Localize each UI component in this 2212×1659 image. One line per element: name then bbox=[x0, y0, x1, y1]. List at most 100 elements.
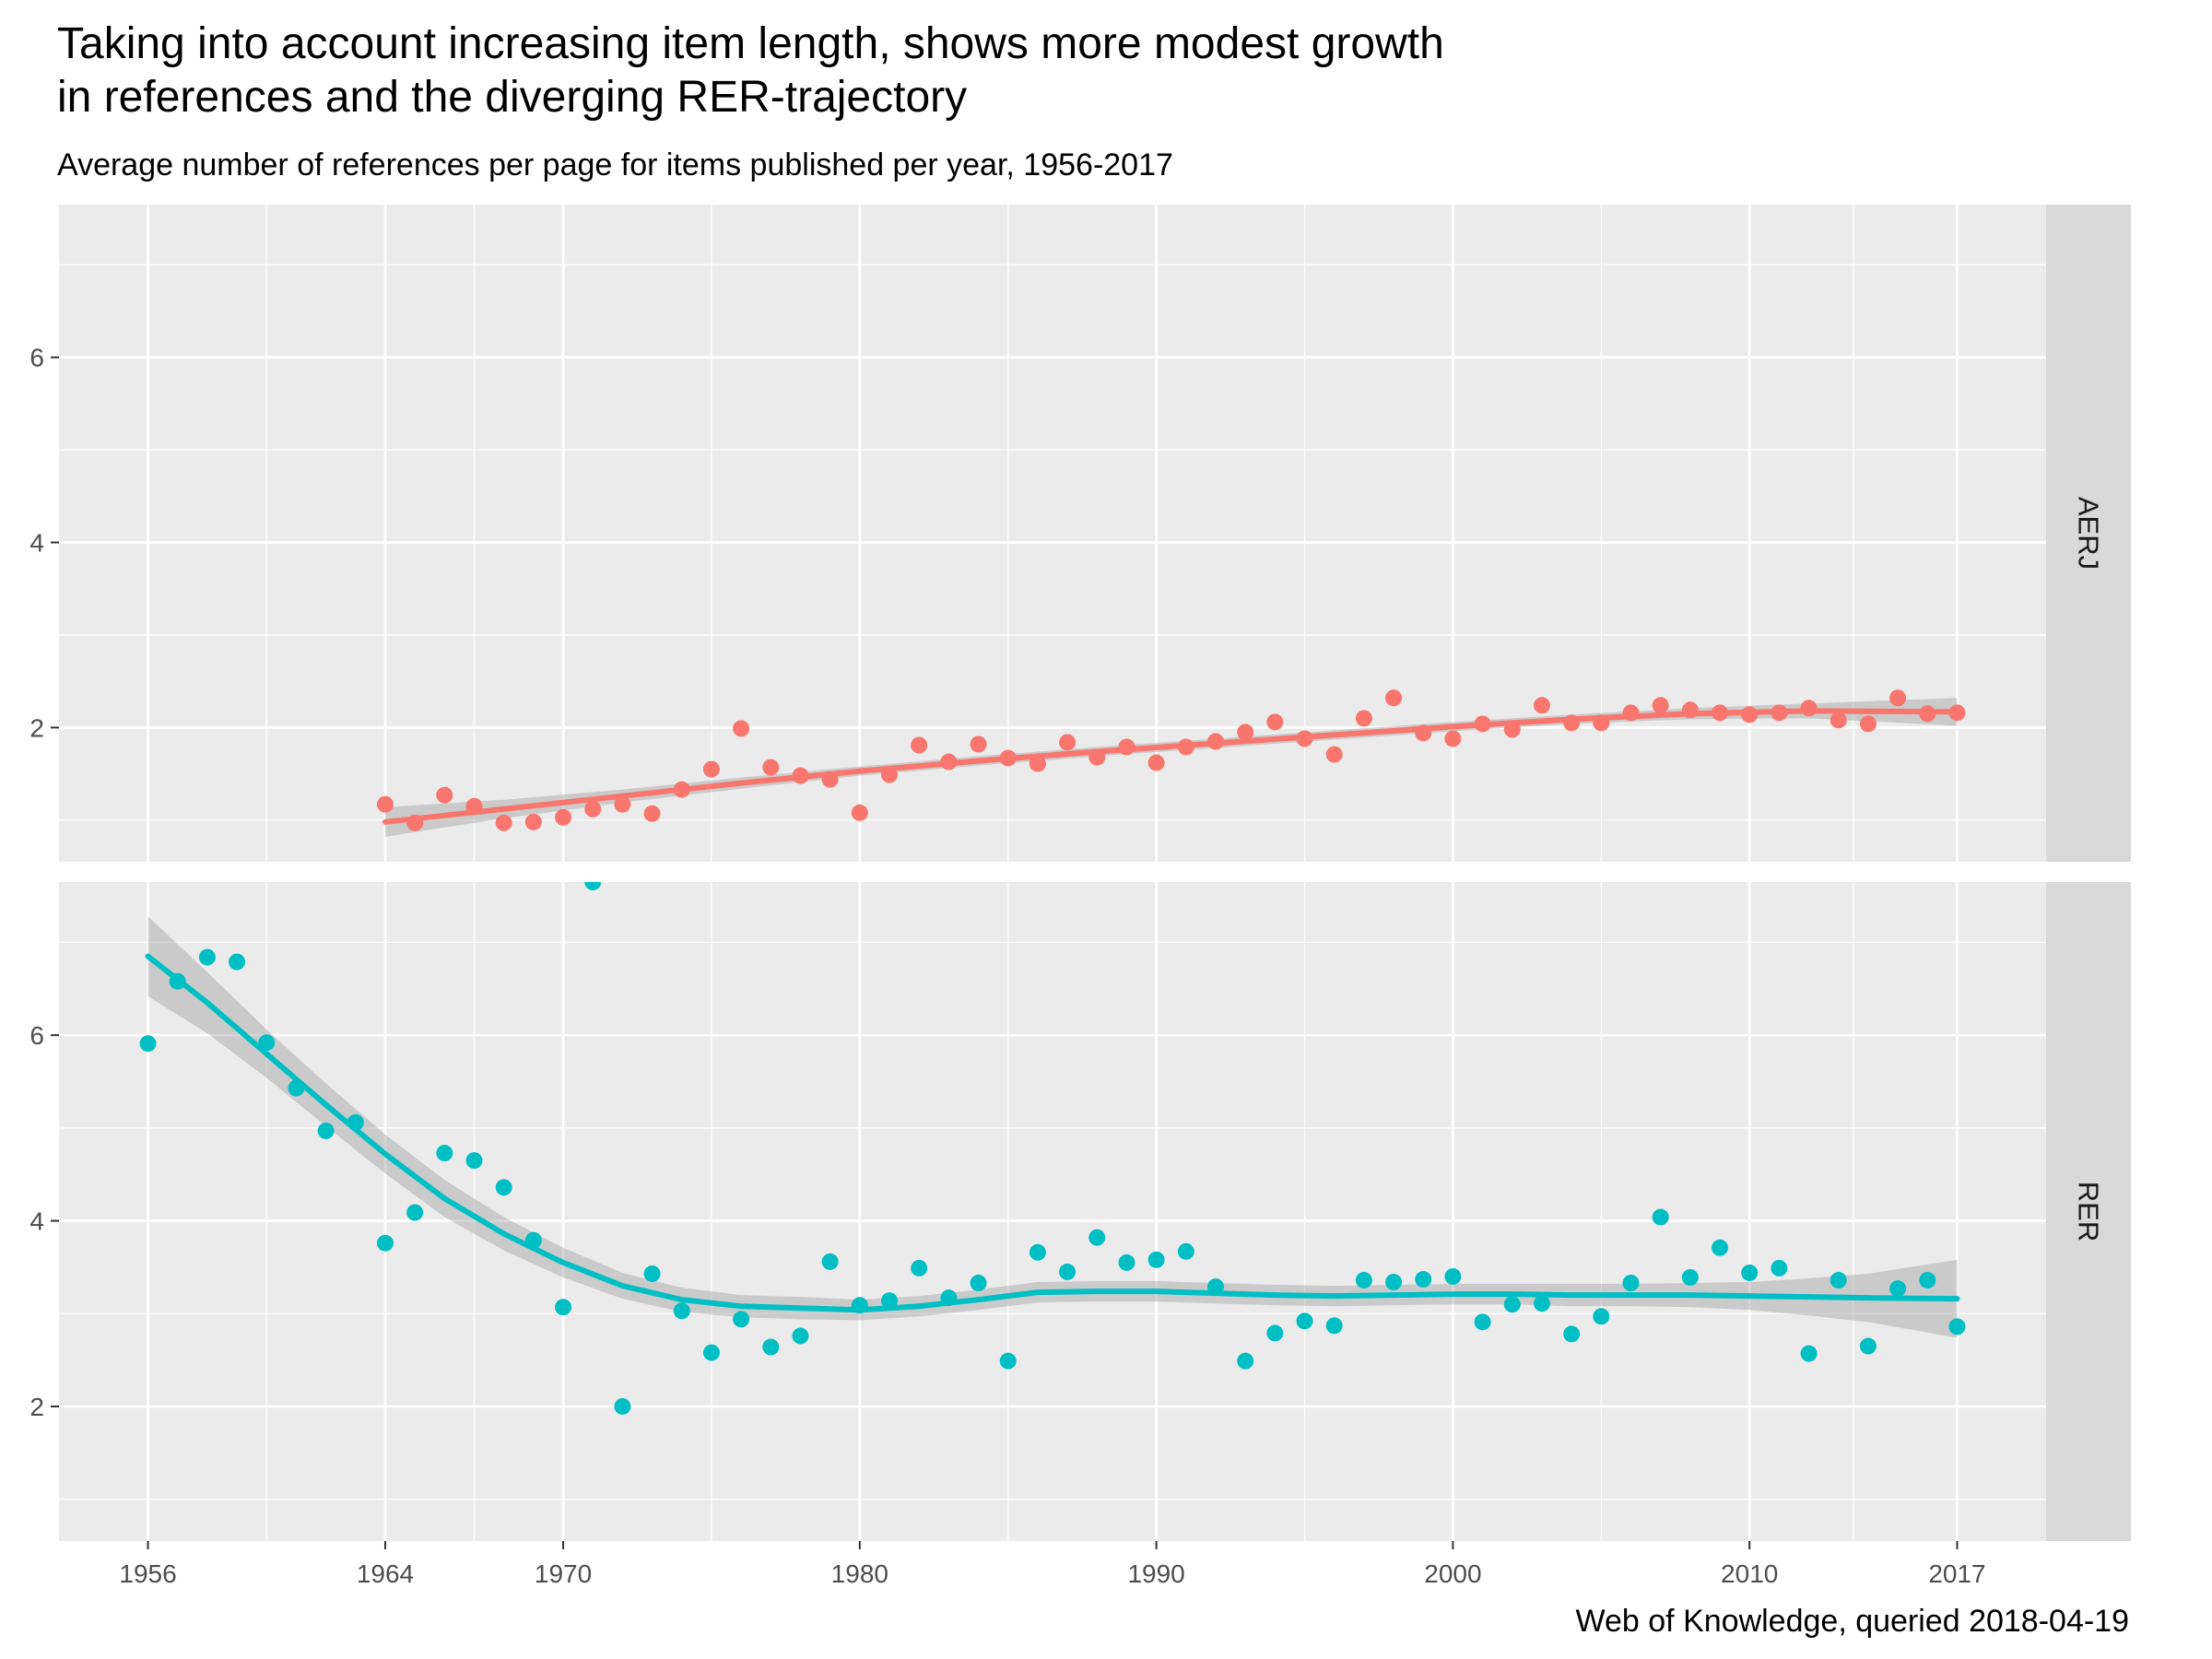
facet-panels: 2 4 6 AERJ 2 4 6 RER bbox=[29, 205, 2131, 1541]
data-point bbox=[1919, 1272, 1936, 1289]
data-point bbox=[1266, 713, 1284, 731]
facet-panel-rer: 2 4 6 RER bbox=[29, 882, 2131, 1541]
facet-strip bbox=[2046, 205, 2131, 862]
data-point bbox=[1830, 1272, 1847, 1289]
data-point bbox=[733, 1311, 750, 1328]
facet-strip-label: RER bbox=[2073, 1182, 2105, 1241]
data-point bbox=[198, 948, 216, 966]
data-point bbox=[1237, 1352, 1254, 1370]
y-tick-label: 6 bbox=[29, 344, 44, 372]
data-point bbox=[1889, 1280, 1907, 1298]
data-point bbox=[1059, 1263, 1077, 1280]
data-point bbox=[495, 1179, 512, 1196]
data-point bbox=[1771, 1259, 1788, 1277]
data-point bbox=[376, 795, 394, 813]
data-point bbox=[911, 736, 928, 754]
facet-panel-aerj: 2 4 6 AERJ bbox=[29, 205, 2131, 862]
data-point bbox=[1533, 697, 1550, 714]
data-point bbox=[1681, 1269, 1699, 1286]
data-point bbox=[584, 800, 602, 818]
facet-strip bbox=[2046, 882, 2131, 1541]
data-point bbox=[1712, 1239, 1729, 1256]
data-point bbox=[970, 735, 987, 753]
data-point bbox=[436, 1145, 453, 1162]
data-point bbox=[1147, 754, 1165, 771]
chart-caption: Web of Knowledge, queried 2018-04-19 bbox=[1576, 1604, 2129, 1639]
data-point bbox=[584, 882, 602, 890]
data-point bbox=[406, 1204, 424, 1221]
facet-strip-label: AERJ bbox=[2073, 497, 2105, 570]
trend-line bbox=[145, 953, 1960, 1313]
panel-plot-area bbox=[376, 689, 1966, 837]
data-point bbox=[317, 1122, 335, 1139]
data-point bbox=[1859, 1337, 1877, 1355]
data-point bbox=[970, 1275, 987, 1292]
x-tick-label: 1956 bbox=[119, 1559, 176, 1588]
data-point bbox=[555, 808, 572, 826]
data-point bbox=[1237, 724, 1254, 741]
x-tick-label: 1970 bbox=[535, 1559, 592, 1588]
data-point bbox=[911, 1259, 928, 1277]
data-point bbox=[1474, 1313, 1491, 1331]
data-point bbox=[762, 1338, 780, 1356]
y-tick-label: 6 bbox=[29, 1021, 44, 1050]
data-point bbox=[1415, 1271, 1432, 1288]
data-point bbox=[1948, 1318, 1966, 1335]
data-point bbox=[762, 759, 780, 776]
x-tick-label: 1990 bbox=[1127, 1559, 1184, 1588]
data-point bbox=[1563, 1325, 1581, 1343]
data-point bbox=[495, 814, 512, 831]
data-point bbox=[1800, 1345, 1818, 1362]
data-point bbox=[614, 795, 631, 813]
data-point bbox=[1652, 1208, 1669, 1226]
y-tick-label: 2 bbox=[29, 1393, 44, 1421]
data-point bbox=[1029, 1243, 1046, 1261]
panel-background bbox=[59, 205, 2046, 862]
data-point bbox=[702, 760, 720, 778]
data-point bbox=[1355, 1272, 1372, 1289]
data-point bbox=[614, 1397, 631, 1415]
data-point bbox=[1503, 1296, 1521, 1313]
data-point bbox=[792, 1327, 809, 1345]
data-point bbox=[643, 1265, 661, 1282]
x-axis: 1956 1964 1970 1980 1990 2000 2010 2017 bbox=[119, 1541, 1986, 1588]
data-point bbox=[1118, 1253, 1135, 1271]
data-point bbox=[1177, 1242, 1194, 1260]
data-point bbox=[1800, 700, 1818, 717]
data-point bbox=[1325, 746, 1343, 763]
x-tick-label: 1964 bbox=[357, 1559, 414, 1588]
y-tick-label: 2 bbox=[29, 713, 44, 742]
data-point bbox=[229, 953, 246, 971]
x-tick-label: 1980 bbox=[831, 1559, 888, 1588]
chart-title-line-1: Taking into account increasing item leng… bbox=[57, 19, 1444, 68]
data-point bbox=[1533, 1295, 1550, 1312]
data-point bbox=[1147, 1251, 1165, 1268]
data-point bbox=[1741, 1264, 1759, 1281]
panel-plot-area bbox=[139, 882, 1966, 1415]
data-point bbox=[643, 805, 661, 822]
x-tick-label: 2010 bbox=[1721, 1559, 1778, 1588]
data-point bbox=[1325, 1317, 1343, 1335]
data-point bbox=[1622, 1275, 1640, 1292]
data-point bbox=[851, 804, 868, 821]
data-point bbox=[139, 1035, 157, 1053]
x-tick-label: 2000 bbox=[1424, 1559, 1481, 1588]
data-point bbox=[1830, 712, 1847, 729]
chart-title-line-2: in references and the diverging RER-traj… bbox=[57, 73, 967, 122]
data-point bbox=[881, 1292, 899, 1310]
data-point bbox=[524, 813, 542, 830]
data-point bbox=[376, 1234, 394, 1252]
data-point bbox=[555, 1299, 572, 1316]
data-point bbox=[1029, 755, 1046, 772]
chart-subtitle: Average number of references per page fo… bbox=[57, 147, 1173, 182]
data-point bbox=[1266, 1324, 1284, 1342]
data-point bbox=[1444, 730, 1462, 747]
data-point bbox=[1444, 1267, 1462, 1285]
data-point bbox=[1296, 1312, 1313, 1330]
data-point bbox=[465, 1152, 483, 1170]
chart-title: Taking into account increasing item leng… bbox=[57, 19, 1444, 122]
trend-line bbox=[382, 708, 1960, 825]
x-tick-label: 2017 bbox=[1928, 1559, 1985, 1588]
data-point bbox=[436, 786, 453, 804]
